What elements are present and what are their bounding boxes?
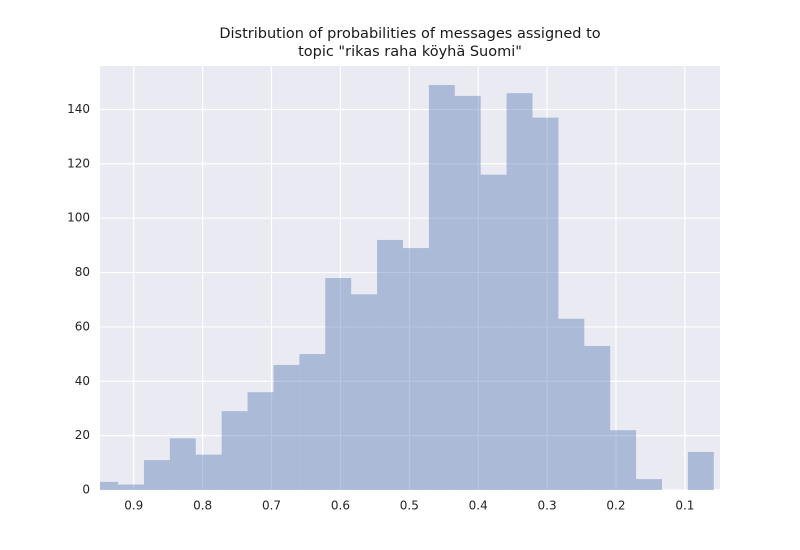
bar [247, 392, 274, 490]
x-tick-label: 0.9 [124, 499, 143, 513]
plot-background [100, 66, 720, 490]
grid [100, 66, 720, 491]
bar [402, 248, 429, 490]
x-tick-label: 0.6 [331, 499, 350, 513]
y-tick-label: 20 [75, 428, 90, 442]
x-tick-label: 0.3 [538, 499, 557, 513]
bar [221, 411, 248, 490]
bar [118, 484, 144, 490]
bar [100, 481, 119, 490]
tick-labels: 0 20 40 60 80 100 120 140 0.9 0.8 0.7 0.6 0.5 0.4 0.3 0… [67, 102, 694, 513]
y-tick-label: 100 [67, 211, 90, 225]
bar [584, 345, 611, 490]
bar [169, 438, 196, 490]
y-tick-label: 140 [67, 102, 90, 116]
bar [610, 430, 637, 490]
bar [558, 318, 585, 490]
bar [506, 93, 533, 490]
y-tick-label: 0 [82, 483, 90, 497]
x-tick-label: 0.5 [400, 499, 419, 513]
y-tick-label: 60 [75, 319, 90, 333]
bar [351, 294, 378, 490]
bar [480, 174, 507, 490]
bar [636, 479, 662, 490]
chart-title: Distribution of probabilities of message… [219, 26, 600, 42]
bar [454, 95, 481, 490]
bar [428, 85, 455, 490]
x-tick-label: 0.8 [193, 499, 212, 513]
bars [100, 85, 714, 490]
bar [143, 460, 170, 490]
y-tick-label: 80 [75, 265, 90, 279]
bar [325, 278, 352, 490]
bar [299, 354, 326, 490]
bar [532, 117, 559, 490]
x-tick-label: 0.2 [606, 499, 625, 513]
bar [687, 451, 714, 490]
chart-title: topic "rikas raha köyhä Suomi" [298, 44, 522, 60]
x-tick-label: 0.4 [469, 499, 488, 513]
y-tick-label: 120 [67, 156, 90, 170]
x-tick-label: 0.7 [262, 499, 281, 513]
x-tick-label: 0.1 [675, 499, 694, 513]
y-tick-label: 40 [75, 374, 90, 388]
bar [273, 364, 300, 490]
bar [377, 239, 403, 490]
bar [195, 454, 222, 490]
